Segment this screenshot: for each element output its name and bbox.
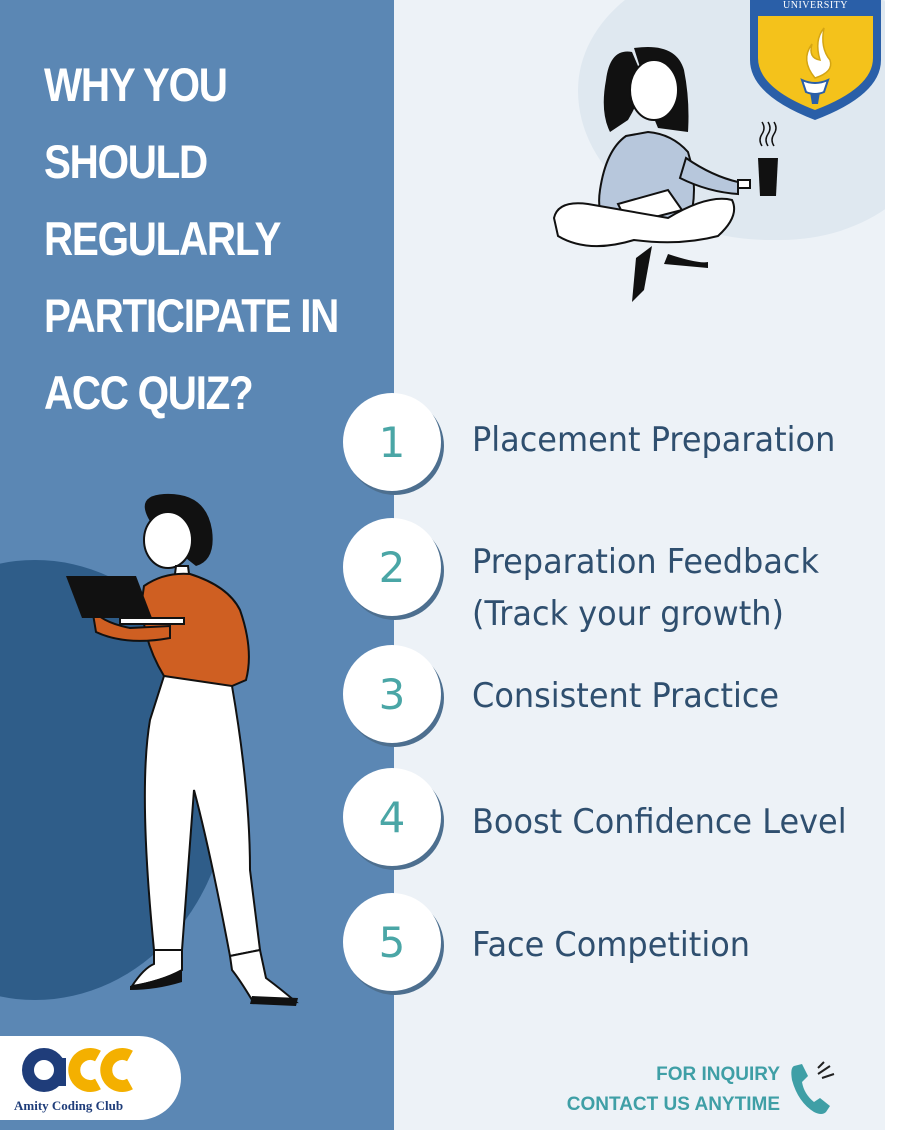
list-item: 3 Consistent Practice [343, 645, 883, 745]
acc-logo: Amity Coding Club [0, 1036, 181, 1120]
number-circle: 2 [343, 518, 441, 616]
right-edge-strip [885, 0, 904, 1130]
number-circle: 4 [343, 768, 441, 866]
list-item: 5 Face Competition [343, 893, 883, 993]
reading-woman-illustration [552, 46, 778, 302]
steaming-mug-icon [758, 158, 778, 196]
list-item: 4 Boost Confidence Level [343, 768, 883, 868]
list-item: 2 Preparation Feedback (Track your growt… [343, 518, 883, 634]
headline-line: PARTICIPATE IN [44, 289, 339, 342]
item-label: Placement Preparation [472, 420, 836, 460]
headline-line: ACC QUIZ? [44, 366, 254, 419]
item-label: Preparation Feedback [472, 542, 819, 582]
club-name: Amity Coding Club [14, 1098, 124, 1113]
university-crest-icon [750, 0, 881, 120]
number-circle: 3 [343, 645, 441, 743]
number-circle: 5 [343, 893, 441, 991]
headline-line: WHY YOU [44, 58, 228, 111]
headline-line: SHOULD [44, 135, 208, 188]
badge-text: UNIVERSITY [783, 0, 848, 11]
acc-logo-mark [22, 1048, 133, 1092]
headline-line: REGULARLY [44, 212, 281, 265]
item-label: Face Competition [472, 925, 751, 965]
contact-block: FOR INQUIRY CONTACT US ANYTIME [520, 1060, 780, 1120]
item-label: Consistent Practice [472, 676, 780, 716]
list-item: 1 Placement Preparation [343, 393, 883, 493]
university-badge: UNIVERSITY [750, 0, 881, 120]
contact-line: CONTACT US ANYTIME [566, 1094, 780, 1115]
item-label: (Track your growth) [472, 594, 784, 634]
item-label: Boost Confidence Level [472, 802, 847, 842]
woman-with-laptop-illustration [66, 493, 299, 1006]
phone-icon [791, 1061, 835, 1114]
contact-line: FOR INQUIRY [656, 1064, 780, 1085]
headline: WHY YOU SHOULD REGULARLY PARTICIPATE IN … [44, 46, 345, 431]
number-circle: 1 [343, 393, 441, 491]
